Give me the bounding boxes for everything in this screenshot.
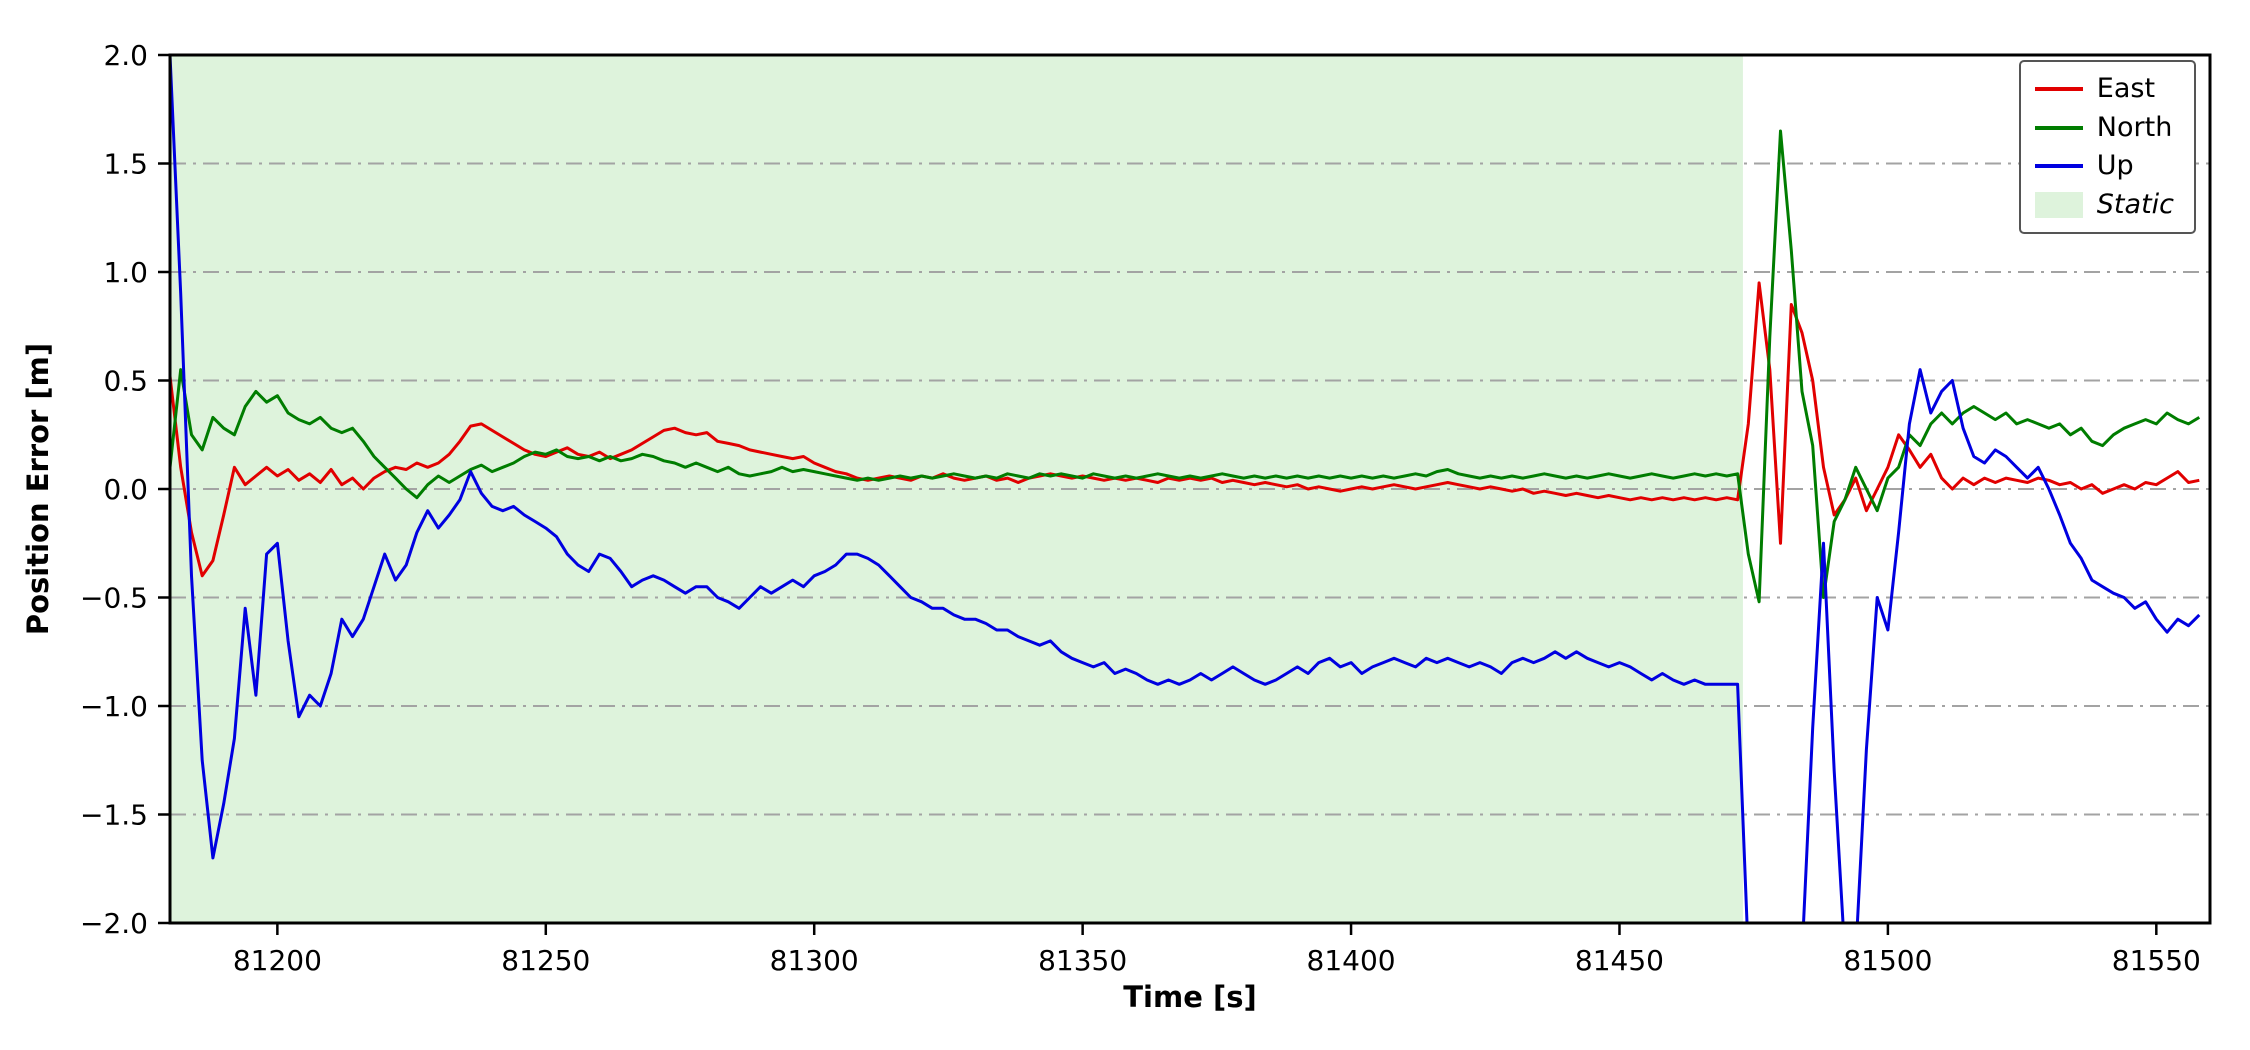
svg-text:81300: 81300 (770, 944, 859, 977)
legend-item-static: Static (2034, 189, 2174, 221)
svg-text:1.5: 1.5 (103, 148, 148, 181)
svg-text:0.5: 0.5 (103, 365, 148, 398)
legend-item-up: Up (2034, 150, 2174, 182)
svg-text:1.0: 1.0 (103, 256, 148, 289)
svg-text:−1.0: −1.0 (80, 690, 148, 723)
svg-text:81200: 81200 (233, 944, 322, 977)
svg-text:−1.5: −1.5 (80, 799, 148, 832)
y-axis-label: Position Error [m] (21, 342, 55, 636)
svg-text:81350: 81350 (1038, 944, 1127, 977)
legend-item-north: North (2034, 111, 2174, 143)
legend-item-east: East (2034, 73, 2174, 104)
svg-text:−0.5: −0.5 (80, 582, 148, 615)
static-patch-swatch (2034, 191, 2083, 218)
legend-label-up: Up (2096, 150, 2134, 182)
x-axis-label: Time [s] (1123, 980, 1257, 1014)
legend-label-static: Static (2096, 189, 2174, 221)
east-line-swatch (2034, 86, 2083, 91)
svg-text:81500: 81500 (1843, 944, 1932, 977)
svg-text:81450: 81450 (1575, 944, 1664, 977)
legend-label-north: North (2096, 111, 2173, 143)
svg-text:0.0: 0.0 (103, 473, 148, 506)
legend: East North Up Static (2018, 60, 2196, 234)
legend-label-east: East (2096, 73, 2156, 104)
svg-text:−2.0: −2.0 (80, 907, 148, 940)
svg-text:81550: 81550 (2112, 944, 2201, 977)
up-line-swatch (2034, 164, 2083, 169)
north-line-swatch (2034, 125, 2083, 130)
svg-text:81400: 81400 (1307, 944, 1396, 977)
svg-text:81250: 81250 (501, 944, 590, 977)
svg-text:2.0: 2.0 (103, 39, 148, 72)
